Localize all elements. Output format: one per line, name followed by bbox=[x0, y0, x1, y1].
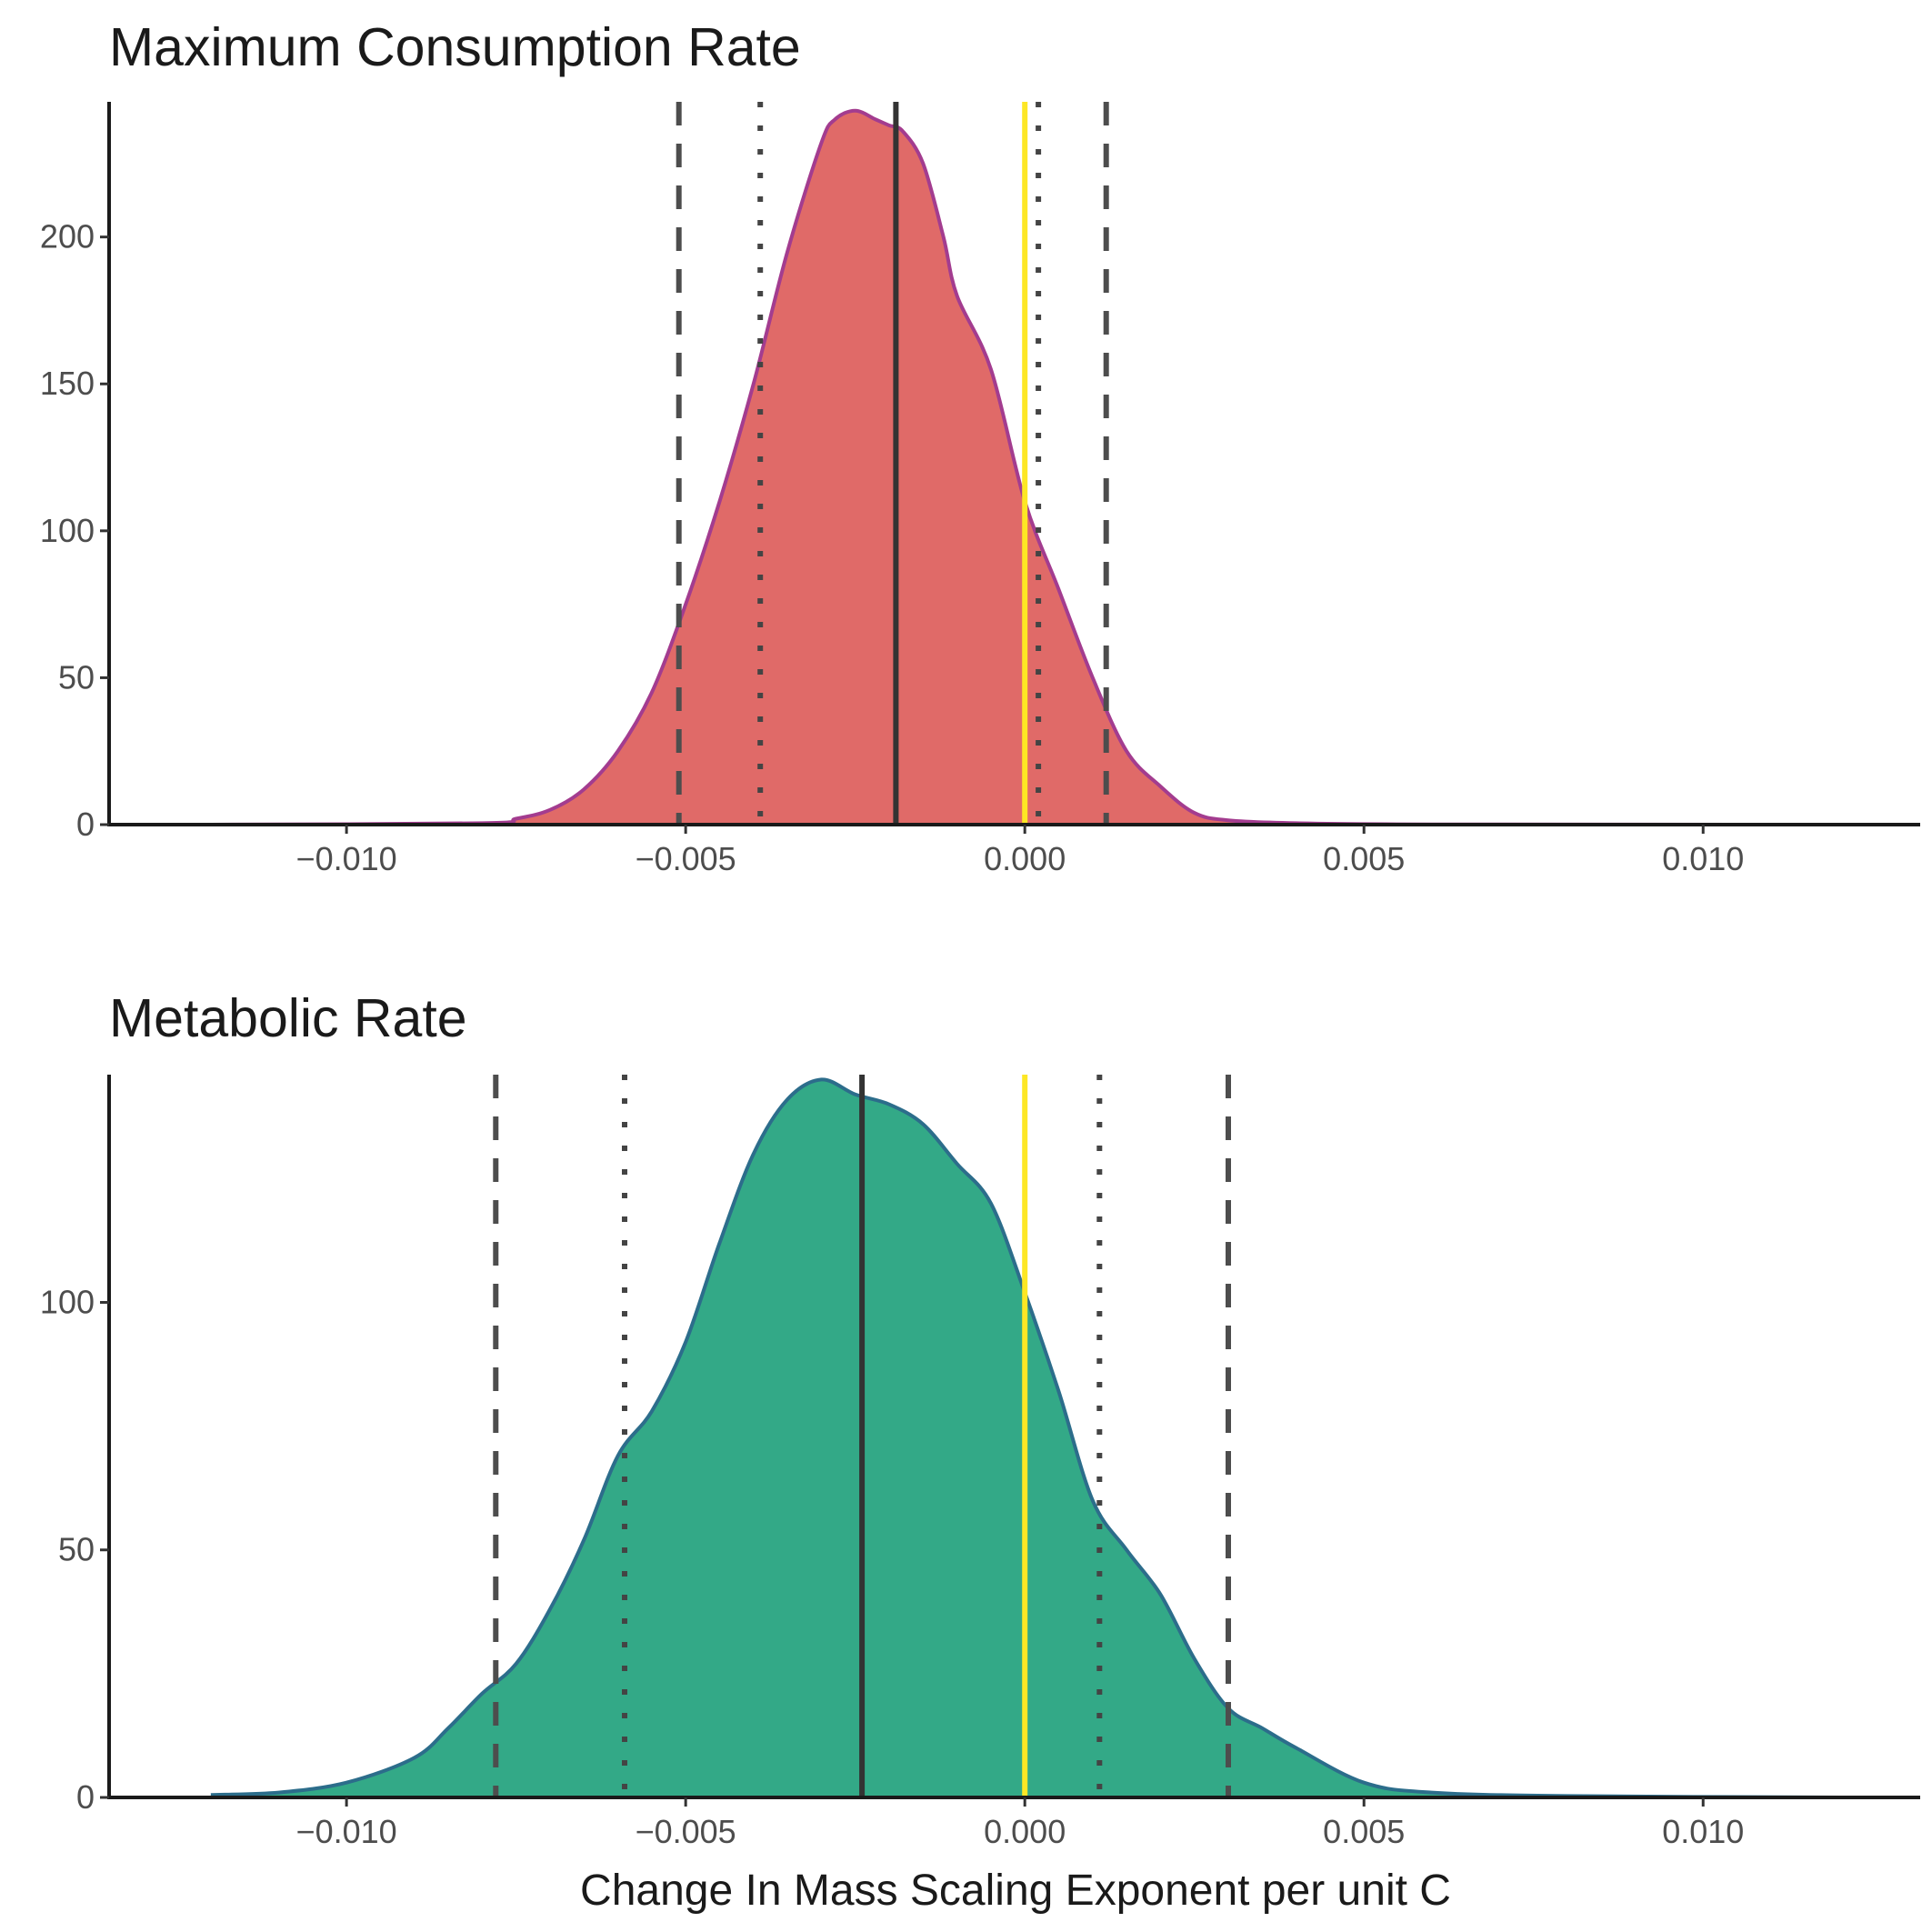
x-tick-label: 0.005 bbox=[1323, 840, 1405, 877]
panel-maximum-consumption-rate: Maximum Consumption Rate 0 50 100 150 200 −0.… bbox=[40, 17, 1920, 877]
plot-area bbox=[210, 1075, 1839, 1799]
x-tick-label: 0.000 bbox=[984, 1813, 1066, 1850]
x-tick-label: 0.000 bbox=[984, 840, 1066, 877]
y-tick-label: 0 bbox=[76, 806, 95, 843]
x-tick-label: −0.005 bbox=[636, 1813, 736, 1850]
x-axis-label: Change In Mass Scaling Exponent per unit… bbox=[580, 1867, 1451, 1915]
panel-metabolic-rate: Metabolic Rate 0 50 100 −0.010 −0.005 0.000 0.… bbox=[40, 988, 1920, 1850]
density-outline bbox=[210, 1077, 1839, 1799]
x-tick-label: −0.005 bbox=[636, 840, 736, 877]
panel-title: Metabolic Rate bbox=[109, 988, 467, 1048]
y-tick-label: 50 bbox=[58, 1531, 95, 1568]
x-tick-label: −0.010 bbox=[296, 1813, 397, 1850]
y-tick-label: 0 bbox=[76, 1778, 95, 1816]
x-tick-label: 0.010 bbox=[1662, 840, 1744, 877]
x-tick-label: 0.010 bbox=[1662, 1813, 1744, 1850]
y-tick-label: 100 bbox=[40, 512, 95, 549]
axes: 0 50 100 −0.010 −0.005 0.000 0.005 0.010 bbox=[40, 1075, 1920, 1850]
y-tick-label: 100 bbox=[40, 1283, 95, 1320]
y-tick-label: 150 bbox=[40, 365, 95, 402]
y-tick-label: 50 bbox=[58, 658, 95, 696]
density-outline bbox=[210, 108, 1839, 826]
panel-title: Maximum Consumption Rate bbox=[109, 17, 801, 77]
x-tick-label: 0.005 bbox=[1323, 1813, 1405, 1850]
x-tick-label: −0.010 bbox=[296, 840, 397, 877]
axes: 0 50 100 150 200 −0.010 −0.005 0.000 0.005 0.010 bbox=[40, 102, 1920, 877]
y-tick-label: 200 bbox=[40, 218, 95, 255]
plot-area bbox=[210, 102, 1839, 826]
